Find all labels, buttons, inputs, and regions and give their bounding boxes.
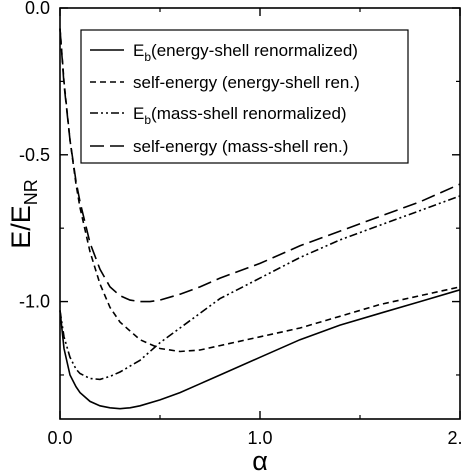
legend-label-rest: (mass-shell renormalized): [151, 104, 347, 123]
legend-label-1: Eb(energy-shell renormalized): [133, 41, 358, 64]
y-axis-label: E/ENR: [6, 179, 41, 249]
legend-label-sub: b: [144, 113, 151, 127]
y-tick-label: 0.0: [25, 0, 50, 18]
y-axis-label-sub: NR: [21, 179, 41, 205]
x-tick-label: 1.0: [247, 428, 272, 448]
x-tick-label: 2.0: [447, 428, 463, 448]
legend-label-sub: b: [144, 50, 151, 64]
legend-label-main: self-energy (energy-shell ren.): [133, 73, 360, 92]
axis-ticks: 0.0 1.0 2.0 0.0 -0.5 -1.0: [19, 0, 463, 448]
y-tick-label: -1.0: [19, 292, 50, 312]
x-axis-label: α: [252, 446, 268, 474]
legend-label-main: self-energy (mass-shell ren.): [133, 137, 348, 156]
legend-box: [80, 29, 409, 164]
y-axis-label-main: E/E: [6, 205, 36, 249]
legend-label-2: self-energy (energy-shell ren.): [133, 73, 360, 92]
legend-label-main: E: [133, 104, 144, 123]
legend-label-4: self-energy (mass-shell ren.): [133, 137, 348, 156]
legend-label-rest: (energy-shell renormalized): [151, 41, 358, 60]
data-lines: [59, 28, 461, 410]
series-line-4: [59, 28, 461, 303]
series-line-1: [59, 289, 461, 410]
x-tick-label: 0.0: [47, 428, 72, 448]
legend-label-3: Eb(mass-shell renormalized): [133, 104, 347, 127]
series-line-3: [59, 195, 461, 381]
plot-frame: [59, 7, 461, 420]
legend: Eb(energy-shell renormalized)self-energy…: [80, 29, 409, 164]
y-tick-label: -0.5: [19, 145, 50, 165]
legend-label-main: E: [133, 41, 144, 60]
